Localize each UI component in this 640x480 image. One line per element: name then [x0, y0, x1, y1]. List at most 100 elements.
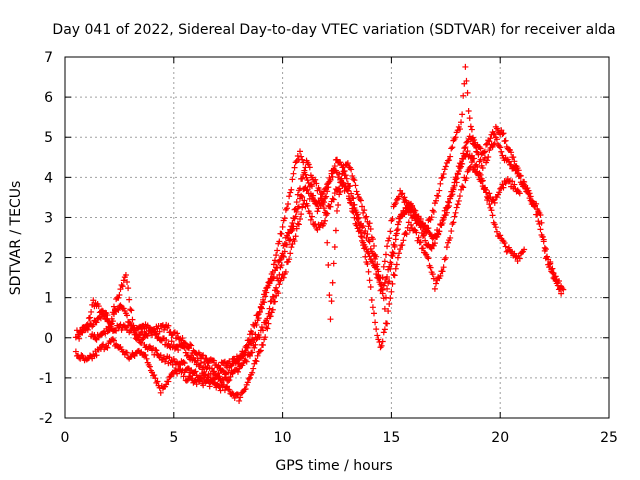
data-point: [384, 273, 391, 280]
data-point: [152, 375, 159, 382]
data-point: [447, 193, 454, 200]
data-point: [498, 148, 505, 155]
data-point: [228, 362, 235, 369]
data-point: [331, 244, 338, 251]
data-point: [542, 246, 549, 253]
data-point: [323, 193, 330, 200]
data-point: [299, 193, 306, 200]
data-point: [139, 328, 146, 335]
grid-lines: [65, 57, 609, 418]
data-point: [179, 335, 186, 342]
data-point: [124, 279, 131, 286]
data-point: [264, 325, 271, 332]
data-point: [462, 144, 469, 151]
data-point: [546, 261, 553, 268]
data-point: [304, 177, 311, 184]
data-point: [372, 319, 379, 326]
data-point: [254, 352, 261, 359]
data-point: [166, 354, 173, 361]
data-point: [468, 126, 475, 133]
data-point: [407, 221, 414, 228]
data-point: [477, 171, 484, 178]
data-point: [396, 250, 403, 257]
data-point: [555, 278, 562, 285]
data-point: [453, 175, 460, 182]
data-point: [464, 148, 471, 155]
data-point: [270, 273, 277, 280]
data-point: [245, 375, 252, 382]
data-point: [500, 184, 507, 191]
data-point: [430, 275, 437, 282]
data-point: [463, 175, 470, 182]
data-point: [95, 303, 102, 310]
data-point: [497, 144, 504, 151]
data-point: [90, 321, 97, 328]
data-point: [78, 352, 85, 359]
data-point: [377, 281, 384, 288]
data-point: [243, 342, 250, 349]
data-point: [456, 193, 463, 200]
data-point: [466, 115, 473, 122]
data-point: [448, 228, 455, 235]
data-point: [511, 250, 518, 257]
data-point: [433, 280, 440, 287]
data-point: [163, 336, 170, 343]
data-point: [362, 214, 369, 221]
data-point: [157, 389, 164, 396]
y-tick-label: 6: [44, 90, 53, 106]
data-point: [273, 284, 280, 291]
data-point: [268, 297, 275, 304]
data-point: [479, 165, 486, 172]
data-point: [359, 237, 366, 244]
data-point: [367, 284, 374, 291]
data-point: [279, 250, 286, 257]
data-point: [489, 196, 496, 203]
data-point: [453, 204, 460, 211]
data-point: [335, 202, 342, 209]
data-point: [118, 281, 125, 288]
data-point: [331, 190, 338, 197]
data-point: [459, 155, 466, 162]
data-point: [251, 322, 258, 329]
data-point: [93, 352, 100, 359]
data-point: [384, 243, 391, 250]
data-point: [487, 135, 494, 142]
data-point: [485, 153, 492, 160]
data-point: [449, 144, 456, 151]
data-point: [138, 348, 145, 355]
data-point: [463, 77, 470, 84]
data-point: [126, 296, 133, 303]
data-point: [426, 229, 433, 236]
data-point: [322, 209, 329, 216]
data-point: [294, 220, 301, 227]
data-point: [265, 310, 272, 317]
data-point: [218, 380, 225, 387]
data-point: [299, 204, 306, 211]
data-point: [183, 377, 190, 384]
data-point: [391, 272, 398, 279]
data-point: [278, 254, 285, 261]
data-point: [419, 245, 426, 252]
data-point: [288, 186, 295, 193]
data-point: [131, 331, 138, 338]
data-point: [329, 195, 336, 202]
data-point: [463, 139, 470, 146]
data-point: [384, 285, 391, 292]
data-point: [224, 383, 231, 390]
data-point: [357, 233, 364, 240]
data-point: [161, 326, 168, 333]
data-point: [276, 281, 283, 288]
data-point: [334, 207, 340, 214]
plot-frame: [64, 56, 610, 419]
data-point: [549, 269, 556, 276]
data-point: [480, 149, 487, 156]
x-axis-title: GPS time / hours: [275, 458, 392, 474]
data-point: [496, 189, 503, 196]
data-point: [547, 260, 554, 267]
data-point: [246, 352, 253, 359]
data-point: [478, 175, 485, 182]
data-point: [308, 183, 315, 190]
data-point: [361, 245, 368, 252]
